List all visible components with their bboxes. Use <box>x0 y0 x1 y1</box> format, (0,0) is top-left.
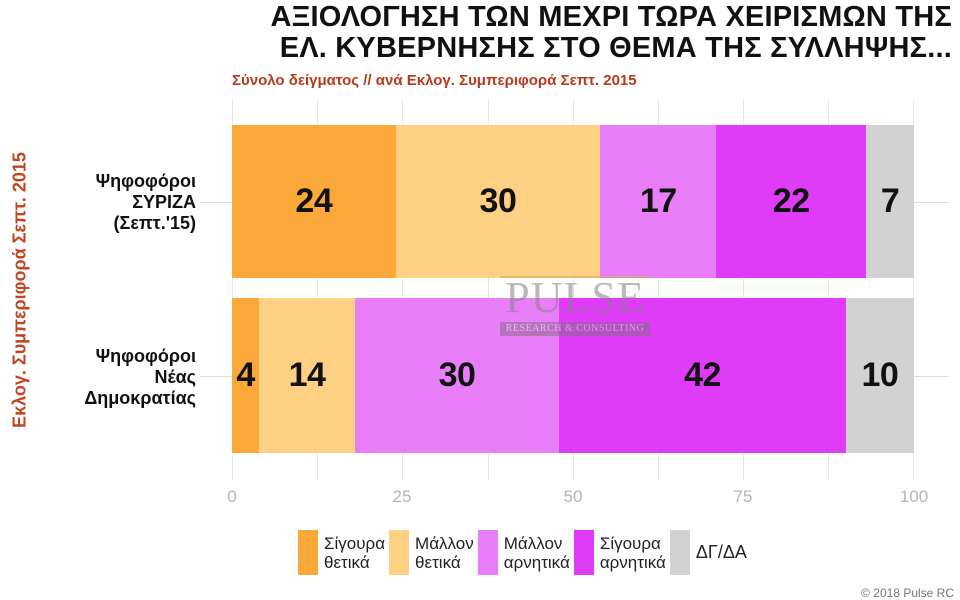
category-line: Ψηφοφόροι <box>95 171 196 191</box>
gridline-0 <box>232 100 233 480</box>
x-tick-25: 25 <box>392 487 412 506</box>
gridline-50 <box>573 100 574 480</box>
category-line: (Σεπτ.'15) <box>113 213 196 233</box>
segment-dk-na: 10 <box>845 298 914 453</box>
legend-line: Σίγουρα <box>324 533 386 553</box>
segment-sure-negative: 22 <box>716 125 867 278</box>
legend-label: Σίγουρα θετικά <box>324 534 385 572</box>
legend-line: ΔΓ/ΔΑ <box>695 542 747 562</box>
legend-item-sure-negative: Σίγουρα αρνητικά <box>573 530 666 575</box>
gridline-75 <box>743 100 744 480</box>
legend-line: Σίγουρα <box>599 533 661 553</box>
legend-swatch <box>573 530 594 575</box>
chart-subtitle: Σύνολο δείγματος // ανά Εκλογ. Συμπεριφο… <box>232 72 637 89</box>
x-tick-0: 0 <box>227 487 237 506</box>
legend-item-sure-positive: Σίγουρα θετικά <box>298 530 385 575</box>
legend-line: αρνητικά <box>599 552 666 572</box>
gridline-87-5 <box>828 100 829 480</box>
legend-swatch <box>477 530 498 575</box>
legend-label: Μάλλον θετικά <box>415 534 474 572</box>
category-line: Δημοκρατίας <box>84 388 196 408</box>
legend-line: Μάλλον <box>415 533 474 553</box>
legend-swatch <box>389 530 410 575</box>
segment-rather-negative: 30 <box>354 298 560 453</box>
x-tick-100: 100 <box>899 487 929 506</box>
legend-swatch <box>298 530 318 575</box>
legend-swatch <box>669 530 690 575</box>
bar-nd: 4 14 30 42 10 <box>232 298 914 453</box>
segment-sure-positive: 24 <box>232 125 396 278</box>
segment-dk-na: 7 <box>866 125 914 278</box>
segment-sure-positive: 4 <box>232 298 260 453</box>
bar-syriza: 24 30 17 22 7 <box>232 125 914 278</box>
category-line: Νέας <box>154 367 196 387</box>
copyright-text: © 2018 Pulse RC <box>861 586 954 600</box>
gridline-100 <box>913 100 914 480</box>
chart-title: ΑΞΙΟΛΟΓΗΣΗ ΤΩΝ ΜΕΧΡΙ ΤΩΡΑ ΧΕΙΡΙΣΜΩΝ ΤΗΣ … <box>152 2 952 64</box>
legend-label: Μάλλον αρνητικά <box>504 534 570 572</box>
category-label-syriza: Ψηφοφόροι ΣΥΡΙΖΑ (Σεπτ.'15) <box>0 171 196 234</box>
category-line: Ψηφοφόροι <box>95 346 196 366</box>
plot-area: 24 30 17 22 7 4 14 30 42 10 <box>200 100 948 480</box>
category-label-nd: Ψηφοφόροι Νέας Δημοκρατίας <box>0 346 196 409</box>
legend-line: θετικά <box>324 552 370 572</box>
gridline-62-5 <box>658 100 659 480</box>
segment-rather-positive: 14 <box>259 298 355 453</box>
legend-item-dk-na: ΔΓ/ΔΑ <box>669 530 747 575</box>
legend: Σίγουρα θετικά Μάλλον θετικά Μάλλον αρνη… <box>298 530 751 575</box>
legend-item-rather-positive: Μάλλον θετικά <box>389 530 474 575</box>
legend-label: ΔΓ/ΔΑ <box>696 543 747 562</box>
x-tick-75: 75 <box>733 487 753 506</box>
segment-rather-positive: 30 <box>395 125 601 278</box>
gridline-37-5 <box>488 100 489 480</box>
segment-sure-negative: 42 <box>559 298 846 453</box>
category-line: ΣΥΡΙΖΑ <box>132 192 196 212</box>
title-line-2: ΕΛ. ΚΥΒΕΡΝΗΣΗΣ ΣΤΟ ΘΕΜΑ ΤΗΣ ΣΥΛΛΗΨΗΣ... <box>279 32 952 64</box>
legend-label: Σίγουρα αρνητικά <box>600 534 666 572</box>
gridline-25 <box>402 100 403 480</box>
title-line-1: ΑΞΙΟΛΟΓΗΣΗ ΤΩΝ ΜΕΧΡΙ ΤΩΡΑ ΧΕΙΡΙΣΜΩΝ ΤΗΣ <box>270 1 952 33</box>
segment-rather-negative: 17 <box>600 125 717 278</box>
legend-line: Μάλλον <box>503 533 563 553</box>
x-tick-50: 50 <box>563 487 583 506</box>
legend-item-rather-negative: Μάλλον αρνητικά <box>477 530 570 575</box>
gridline-12-5 <box>317 100 318 480</box>
legend-line: θετικά <box>415 552 461 572</box>
legend-line: αρνητικά <box>503 552 570 572</box>
